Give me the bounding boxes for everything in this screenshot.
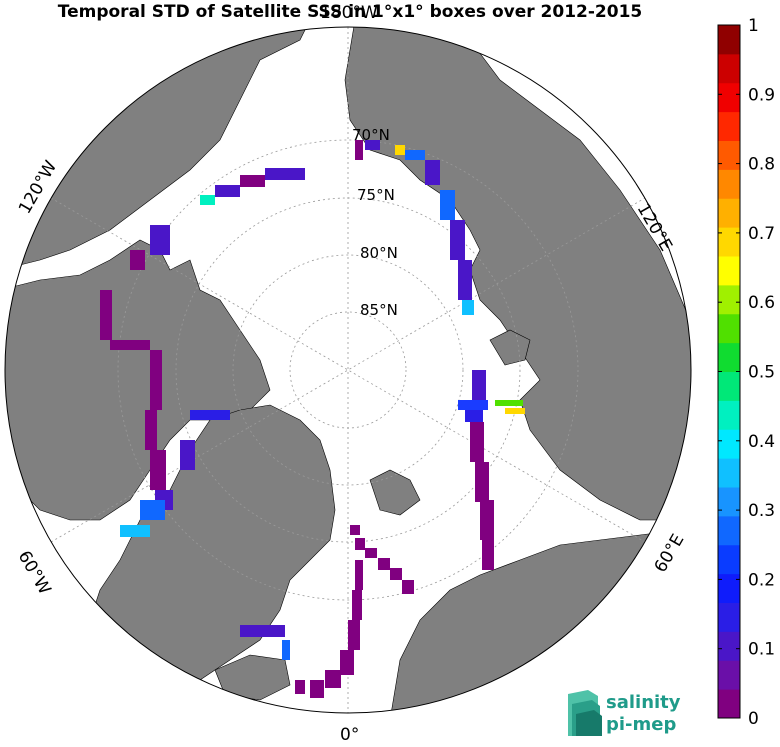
colorbar-cell xyxy=(718,429,740,459)
land-franz-josef xyxy=(489,329,531,366)
lon-label-60w: 60°W xyxy=(14,548,55,599)
colorbar-tick-label: 0.4 xyxy=(748,432,775,452)
colorbar-cell xyxy=(718,400,740,430)
colorbar-cell xyxy=(718,660,740,690)
colorbar-cell xyxy=(718,256,740,286)
colorbar-tick-label: 0 xyxy=(748,709,759,729)
map-title: Temporal STD of Satellite SSS in 1°x1° b… xyxy=(57,2,643,22)
colorbar-tick-label: 0.7 xyxy=(748,224,775,244)
colorbar-tick-label: 0.6 xyxy=(748,293,775,313)
lon-label-60e: 60°E xyxy=(651,531,689,576)
colorbar-tick-label: 0.5 xyxy=(748,363,775,383)
colorbar-ticks: 1 0.9 0.8 0.7 0.6 0.5 0.4 0.3 0.2 0.1 0 xyxy=(718,16,775,729)
colorbar-cell xyxy=(718,515,740,546)
lat-label-75: 75°N xyxy=(357,186,395,204)
colorbar-cell xyxy=(718,487,740,517)
colorbar-cell xyxy=(718,111,740,141)
colorbar-cell xyxy=(718,573,740,603)
colorbar-cell xyxy=(718,284,740,315)
salinity-pi-mep-logo: salinity pi-mep xyxy=(568,688,698,738)
colorbar-tick-label: 0.2 xyxy=(748,570,775,590)
land-svalbard xyxy=(369,469,421,516)
logo-graphic: salinity pi-mep xyxy=(568,690,681,736)
colorbar-tick-label: 0.3 xyxy=(748,501,775,521)
colorbar-cell xyxy=(718,602,740,632)
colorbar-cell xyxy=(718,198,740,228)
colorbar-tick-label: 1 xyxy=(748,16,759,36)
colorbar-cell xyxy=(718,313,740,344)
colorbar-tick-label: 0.1 xyxy=(748,640,775,660)
colorbar-cell xyxy=(718,227,740,257)
colorbar-cell xyxy=(718,371,740,401)
logo-line1: salinity xyxy=(606,692,681,713)
colorbar-tick-label: 0.8 xyxy=(748,155,775,175)
polar-map: 70°N 75°N 80°N 85°N 180°W 120°W 120°E 60… xyxy=(4,3,692,745)
lon-label-0: 0° xyxy=(340,725,359,745)
lon-label-180: 180°W xyxy=(320,3,378,23)
lat-label-85: 85°N xyxy=(360,301,398,319)
map-border xyxy=(4,26,692,714)
sss-std-cells xyxy=(100,140,525,698)
land-siberia xyxy=(344,27,691,521)
colorbar-cell xyxy=(718,631,740,661)
land-canadian-archipelago xyxy=(5,239,271,521)
colorbar-cell xyxy=(718,25,740,55)
colorbar-cell xyxy=(718,342,740,372)
colorbar-cells xyxy=(718,25,740,719)
colorbar-cell xyxy=(718,169,740,199)
logo-line2: pi-mep xyxy=(606,714,676,735)
colorbar-cell xyxy=(718,82,740,113)
graticule xyxy=(50,27,646,713)
colorbar-cell xyxy=(718,544,740,575)
colorbar-cell xyxy=(718,458,740,488)
colorbar-cell xyxy=(718,140,740,170)
lat-label-80: 80°N xyxy=(360,244,398,262)
colorbar: 1 0.9 0.8 0.7 0.6 0.5 0.4 0.3 0.2 0.1 0 xyxy=(717,16,775,729)
lat-label-70: 70°N xyxy=(352,126,390,144)
colorbar-tick-label: 0.9 xyxy=(748,85,775,105)
map-disk xyxy=(5,27,691,713)
colorbar-cell xyxy=(718,689,740,719)
colorbar-cell xyxy=(718,53,740,84)
